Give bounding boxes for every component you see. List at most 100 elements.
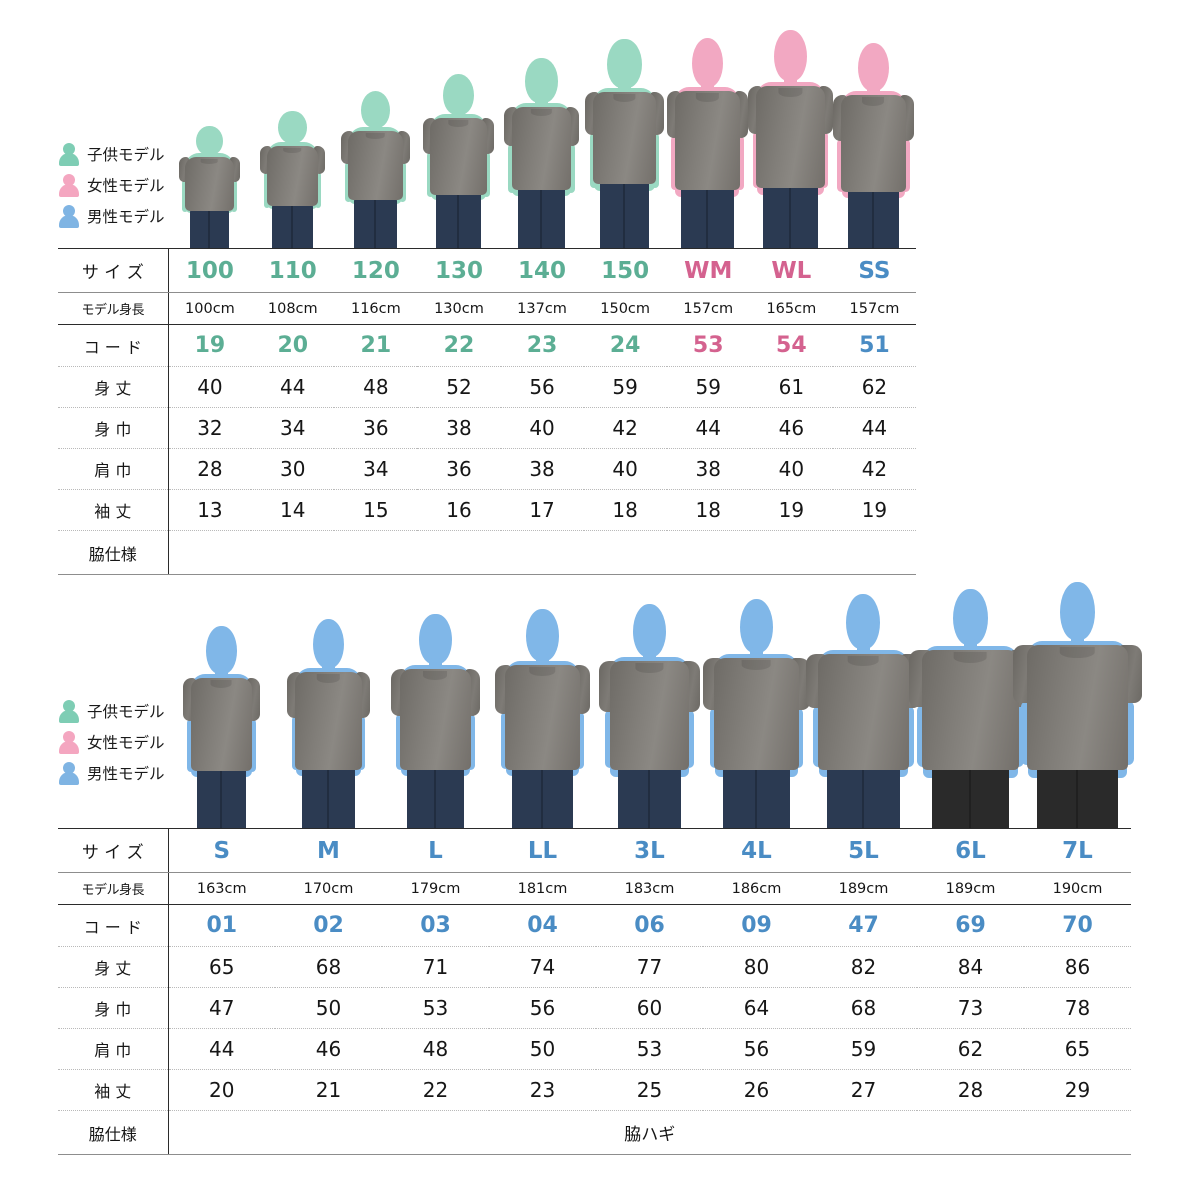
model-pants — [617, 766, 682, 828]
row-label-model-height: モデル身長 — [58, 872, 168, 905]
row-label-shoulder-width: 肩 巾 — [58, 448, 169, 490]
legend-item-men: 男性モデル — [58, 200, 178, 231]
cell-code-5l: 47 — [848, 913, 879, 938]
model-figure-5l — [806, 594, 921, 828]
model-head — [442, 73, 475, 115]
cell-body_width-wl: 46 — [749, 407, 833, 449]
cell-shoulder_width-ll: 50 — [489, 1028, 596, 1070]
cell-body_length-ll: 74 — [489, 946, 596, 988]
cell-size-ll: LL — [489, 828, 596, 873]
model-tshirt — [756, 85, 825, 189]
model-head — [419, 613, 452, 665]
row-label-size: サ イ ズ — [58, 248, 169, 293]
cell-sleeve_length-s: 20 — [167, 1069, 275, 1111]
size-chart-section-men: 子供モデル 女性モデル 男性モデル サ イ ズ S M L LL 3L 4L 5L 6L 7L … — [0, 570, 1200, 1200]
model-figure-6l — [909, 589, 1032, 828]
cell-body_width-100: 32 — [167, 407, 252, 449]
cell-shoulder_width-150: 40 — [583, 448, 667, 490]
row-label-sleeve-length: 袖 丈 — [58, 1069, 168, 1111]
model-figure-3l — [599, 604, 700, 828]
model-pants — [1036, 766, 1119, 828]
model-pants — [931, 766, 1010, 828]
cell-model_height-m: 170cm — [275, 872, 382, 905]
cell-body_length-ss: 62 — [832, 366, 916, 408]
cell-body_width-wm: 44 — [666, 407, 750, 449]
model-pants — [512, 766, 573, 828]
model-head — [278, 110, 307, 143]
cell-sleeve_length-150: 18 — [583, 489, 667, 531]
row-label-shoulder-width: 肩 巾 — [58, 1028, 168, 1070]
cell-model_height-l: 179cm — [382, 872, 489, 905]
cell-size-5l: 5L — [810, 828, 917, 873]
legend-label: 子供モデル — [87, 702, 165, 721]
model-pants — [271, 204, 314, 248]
cell-body_length-6l: 84 — [917, 946, 1024, 988]
cell-body_length-130: 52 — [417, 366, 501, 408]
cell-body_width-l: 53 — [382, 987, 489, 1029]
cell-model_height-100: 100cm — [167, 292, 252, 325]
cell-sleeve_length-ll: 23 — [489, 1069, 596, 1111]
model-tshirt — [714, 657, 799, 770]
side-spec-value — [167, 530, 916, 575]
cell-body_width-110: 34 — [251, 407, 335, 449]
person-icon — [58, 730, 80, 754]
model-pants — [763, 184, 818, 248]
cell-size-wl: WL — [749, 248, 833, 293]
cell-model_height-wl: 165cm — [749, 292, 833, 325]
cell-shoulder_width-110: 30 — [251, 448, 335, 490]
cell-body_length-l: 71 — [382, 946, 489, 988]
cell-shoulder_width-120: 34 — [334, 448, 418, 490]
cell-body_length-140: 56 — [500, 366, 584, 408]
model-head — [526, 609, 559, 661]
cell-size-7l: 7L — [1024, 828, 1131, 873]
cell-code-100: 19 — [167, 324, 252, 367]
cell-code-wl: 54 — [776, 333, 807, 358]
model-tshirt — [841, 95, 906, 192]
model-figure-s — [182, 626, 261, 828]
table-row-body-length: 身 丈 65 68 71 74 77 80 82 84 86 — [58, 946, 1131, 988]
model-tshirt — [593, 92, 656, 185]
cell-model_height-5l: 189cm — [810, 872, 917, 905]
cell-code-wm: 53 — [692, 333, 724, 358]
cell-body_length-110: 44 — [251, 366, 335, 408]
cell-code-ll: 04 — [527, 913, 558, 938]
model-figure-wm — [666, 37, 749, 248]
cell-body_length-7l: 86 — [1024, 946, 1131, 988]
model-figure-100 — [178, 125, 241, 248]
cell-model_height-s: 163cm — [167, 872, 275, 905]
model-tshirt — [266, 145, 319, 207]
person-icon — [58, 173, 80, 197]
cell-shoulder_width-140: 38 — [500, 448, 584, 490]
cell-body_length-150: 59 — [583, 366, 667, 408]
shirt-sleeve — [229, 157, 241, 183]
cell-size-120: 120 — [334, 248, 418, 293]
cell-shoulder_width-4l: 56 — [703, 1028, 810, 1070]
person-icon — [58, 204, 80, 228]
legend-item-women: 女性モデル — [58, 726, 178, 757]
cell-model_height-7l: 190cm — [1024, 872, 1131, 905]
person-icon — [58, 761, 80, 785]
model-head — [739, 599, 774, 653]
cell-model_height-130: 130cm — [417, 292, 501, 325]
cell-shoulder_width-ss: 42 — [832, 448, 916, 490]
cell-sleeve_length-120: 15 — [334, 489, 418, 531]
cell-body_width-5l: 68 — [810, 987, 917, 1029]
model-tshirt — [511, 106, 572, 191]
model-head — [312, 618, 345, 669]
row-label-body-width: 身 巾 — [58, 407, 169, 449]
model-head — [773, 30, 808, 82]
cell-shoulder_width-6l: 62 — [917, 1028, 1024, 1070]
model-pants — [435, 192, 482, 248]
row-label-side-spec: 脇仕様 — [58, 530, 169, 575]
model-pants — [599, 181, 650, 248]
cell-code-130: 22 — [443, 333, 475, 358]
table-row-body-width: 身 巾 47 50 53 56 60 64 68 73 78 — [58, 987, 1131, 1029]
cell-model_height-ss: 157cm — [832, 292, 916, 325]
cell-code-3l: 06 — [634, 913, 665, 938]
model-head — [525, 58, 558, 103]
cell-body_width-6l: 73 — [917, 987, 1024, 1029]
row-label-code: コ ー ド — [83, 917, 142, 937]
cell-shoulder_width-5l: 59 — [810, 1028, 917, 1070]
cell-sleeve_length-140: 17 — [500, 489, 584, 531]
model-tshirt — [184, 157, 235, 211]
